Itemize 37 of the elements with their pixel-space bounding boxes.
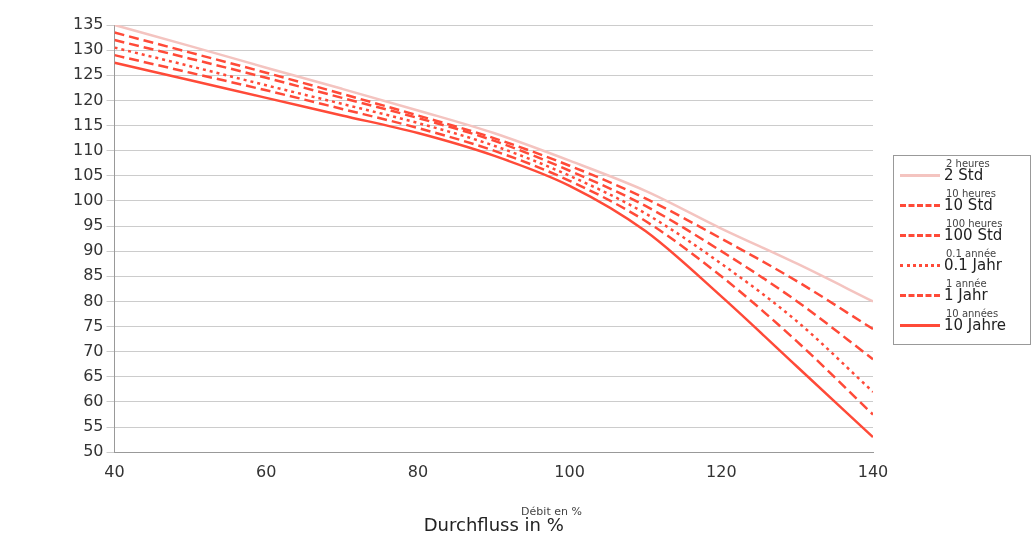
y-tick-label: 85 (83, 265, 104, 285)
y-tick-label: 120 (72, 89, 104, 109)
y-tick-label: 110 (72, 139, 104, 159)
y-tick-label: 55 (83, 416, 104, 436)
legend-label: 1 Jahr (944, 286, 988, 304)
y-tick-label: 105 (72, 164, 104, 184)
y-tick-label: 50 (83, 441, 104, 461)
text: 10 heures (946, 188, 996, 199)
y-tick-label: 125 (72, 64, 104, 84)
y-tick-label: 70 (83, 340, 104, 360)
legend-label: 10 Jahre (944, 316, 1007, 334)
y-tick-label: 90 (83, 240, 104, 260)
y-tick-label: 115 (72, 114, 104, 134)
y-tick-label: 95 (83, 215, 104, 235)
y-tick-label: 130 (72, 39, 104, 59)
x-tick-label: 60 (256, 461, 277, 481)
legend-label: 0.1 Jahr (944, 256, 1002, 274)
legend-label: 2 Std (944, 166, 984, 184)
x-tick-label: 40 (104, 461, 125, 481)
text: 0.1 année (946, 248, 997, 259)
text: Débit en % (520, 505, 583, 518)
text: 2 heures (946, 158, 990, 169)
text: 10 années (946, 308, 999, 319)
legend-label: 100 Std (944, 226, 1003, 244)
text: 1 année (946, 278, 987, 289)
y-tick-label: 135 (72, 14, 104, 34)
x-tick-label: 80 (407, 461, 429, 481)
y-tick-label: 80 (83, 290, 104, 310)
legend-label: 10 Std (944, 196, 993, 214)
y-tick-label: 65 (83, 365, 104, 385)
y-tick-label: 75 (83, 315, 104, 335)
x-tick-label: 100 (554, 461, 585, 481)
y-tick-label: 100 (72, 190, 104, 210)
y-tick-label: 60 (83, 391, 104, 411)
x-tick-label: 140 (857, 461, 889, 481)
text: 100 heures (946, 218, 1003, 229)
x-tick-label: 120 (706, 461, 737, 481)
